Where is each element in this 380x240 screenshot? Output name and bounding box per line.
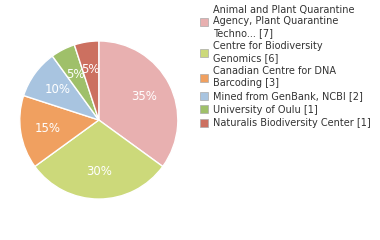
Text: 5%: 5% — [66, 68, 85, 81]
Wedge shape — [35, 120, 163, 199]
Text: 35%: 35% — [131, 90, 158, 103]
Text: 10%: 10% — [44, 83, 70, 96]
Wedge shape — [20, 96, 99, 167]
Legend: Animal and Plant Quarantine
Agency, Plant Quarantine
Techno... [7], Centre for B: Animal and Plant Quarantine Agency, Plan… — [200, 5, 371, 128]
Text: 30%: 30% — [86, 165, 112, 178]
Text: 5%: 5% — [82, 63, 100, 76]
Wedge shape — [74, 41, 99, 120]
Wedge shape — [24, 56, 99, 120]
Text: 15%: 15% — [35, 121, 61, 135]
Wedge shape — [52, 45, 99, 120]
Wedge shape — [99, 41, 178, 167]
